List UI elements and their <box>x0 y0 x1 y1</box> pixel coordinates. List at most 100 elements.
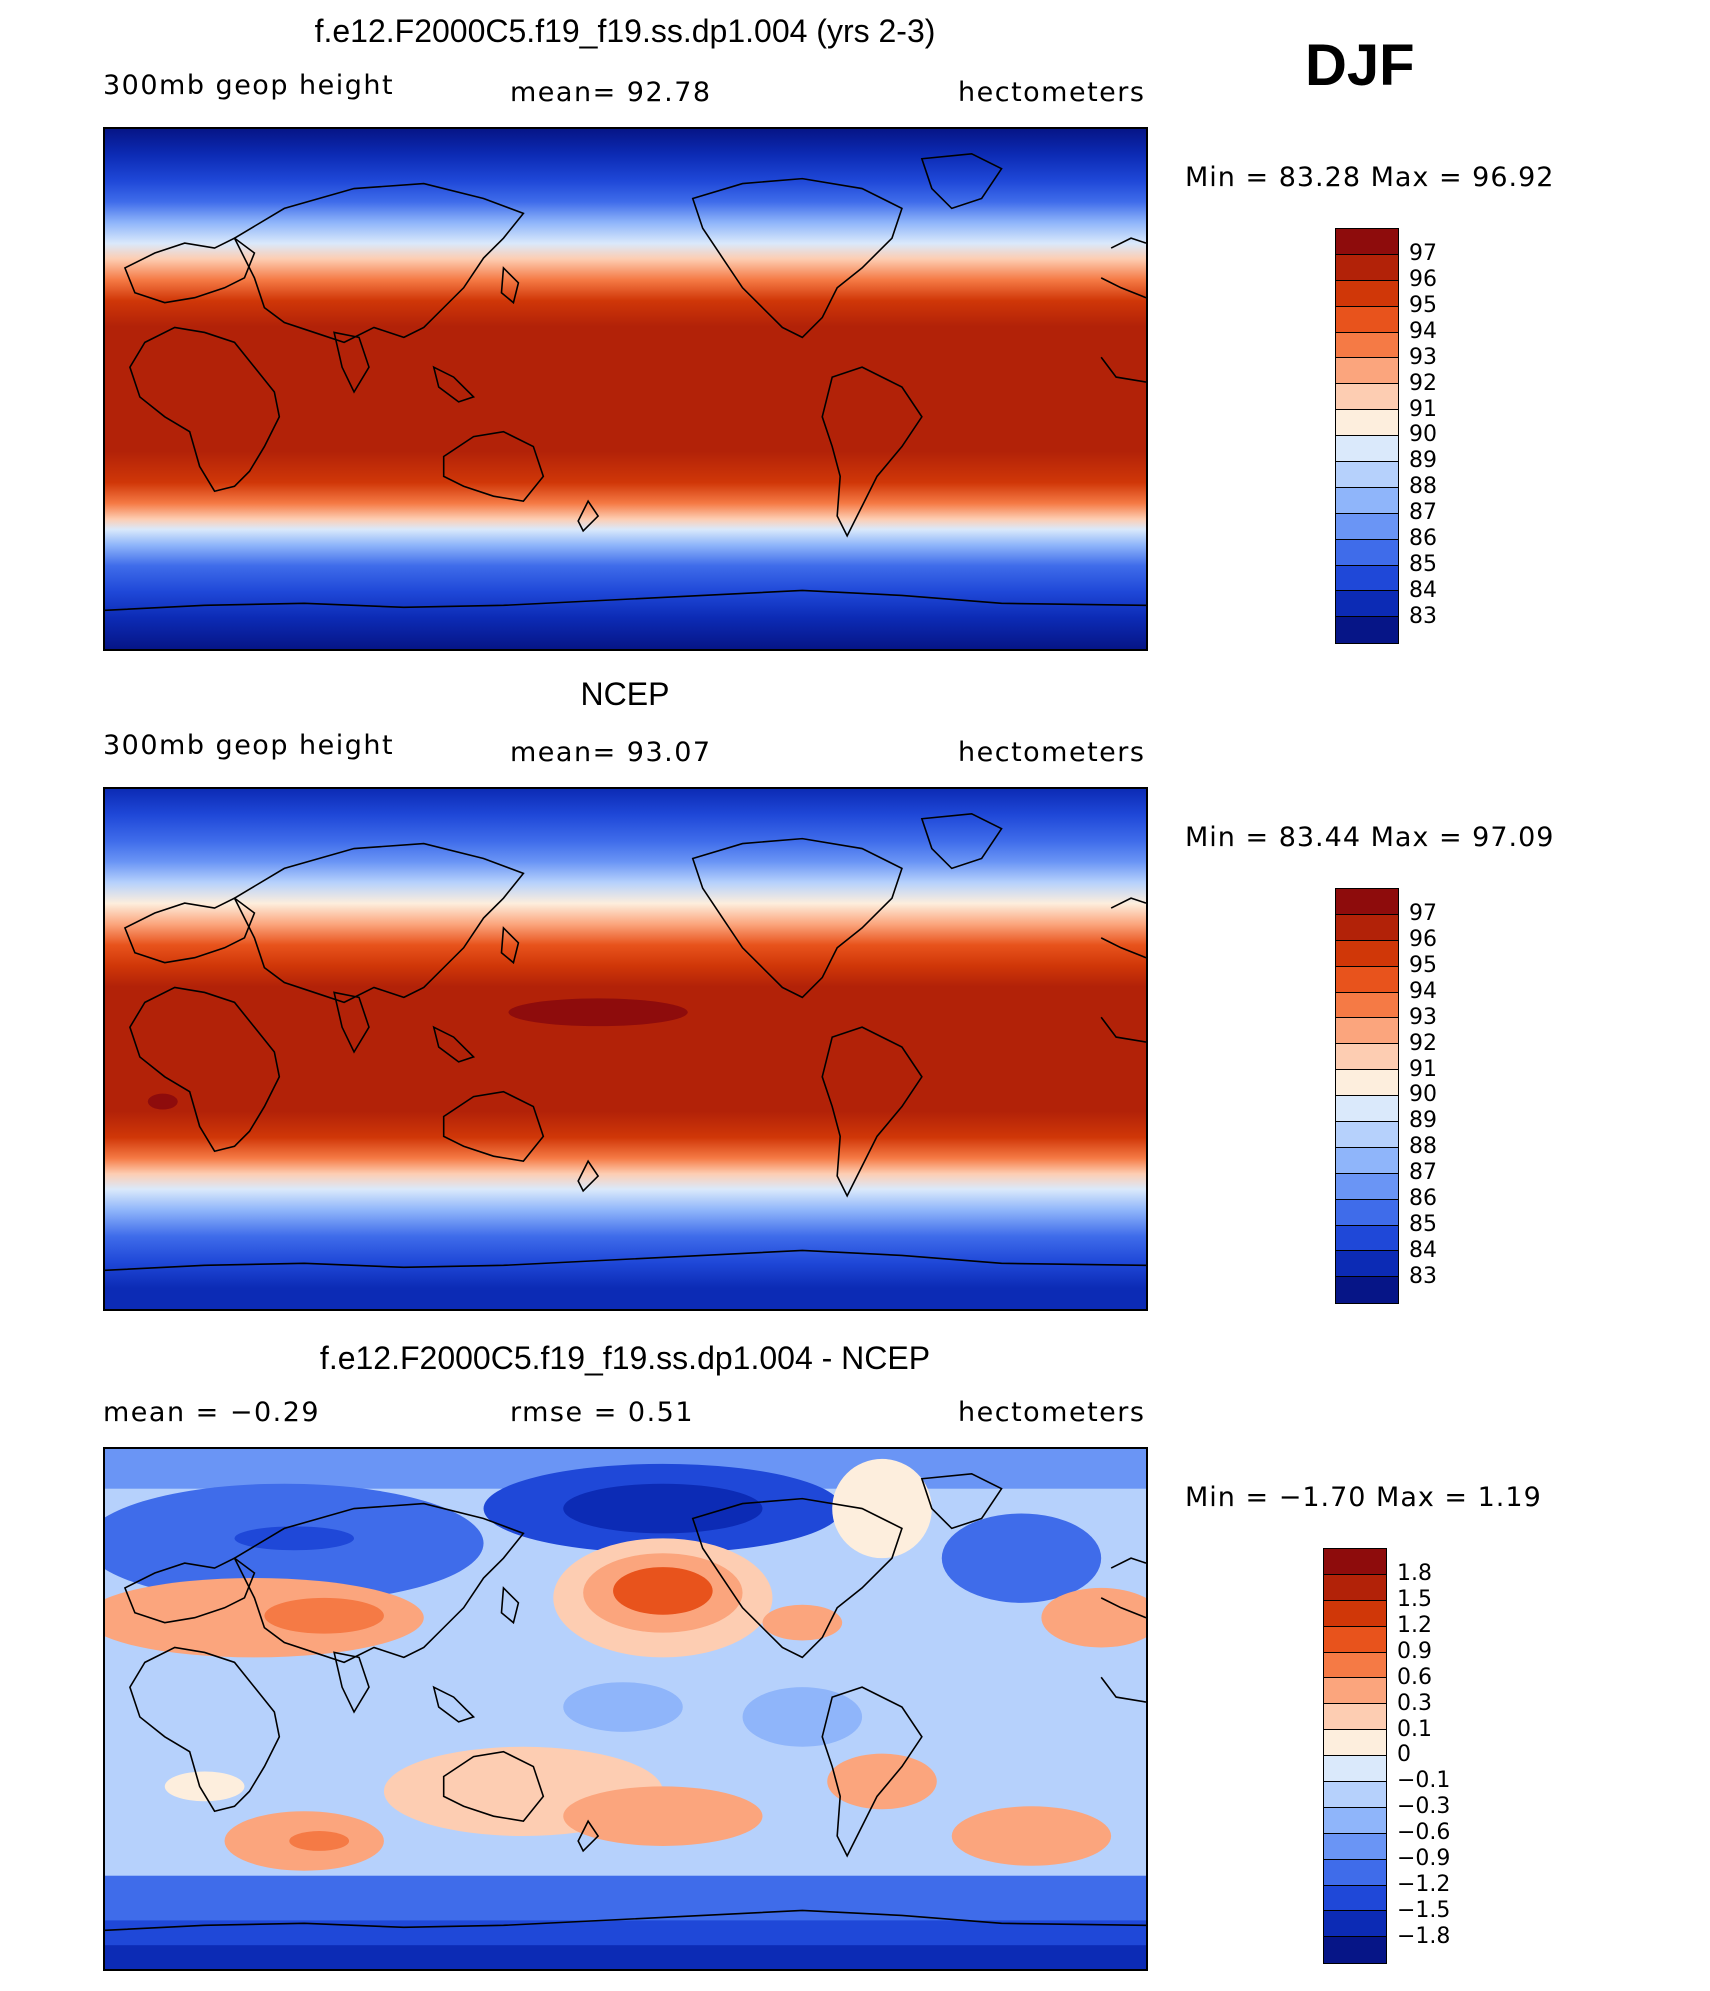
colorbar-box <box>1324 1549 1386 1575</box>
colorbar-box <box>1336 591 1398 618</box>
panel3-colorbar: 1.8 1.5 1.2 0.9 0.6 0.3 0.1 0 −0.1 −0.3 … <box>1323 1548 1450 1965</box>
colorbar-tick-label: 93 <box>1409 345 1437 370</box>
colorbar-box <box>1336 1147 1398 1174</box>
colorbar-tick-label: 97 <box>1409 241 1437 266</box>
colorbar-tick-label: 97 <box>1409 901 1437 926</box>
colorbar-tick-label: 1.8 <box>1397 1561 1432 1586</box>
panel1-title: f.e12.F2000C5.f19_f19.ss.dp1.004 (yrs 2-… <box>314 13 936 49</box>
panel1-variable-label: 300mb geop height <box>103 70 395 101</box>
colorbar-tick-label: 84 <box>1409 578 1437 603</box>
panel2-max-contour <box>508 998 688 1027</box>
colorbar-box <box>1324 1807 1386 1834</box>
colorbar-box <box>1336 1251 1398 1278</box>
colorbar-box <box>1336 229 1398 255</box>
colorbar-box <box>1336 889 1398 915</box>
colorbar-tick-label: 94 <box>1409 319 1437 344</box>
colorbar-box <box>1324 1652 1386 1679</box>
colorbar-tick-label: 88 <box>1409 474 1437 499</box>
colorbar-tick-label: 96 <box>1409 927 1437 952</box>
colorbar-box <box>1324 1833 1386 1860</box>
panel1-map <box>103 127 1148 651</box>
panel1-units-label: hectometers <box>958 77 1146 108</box>
colorbar-tick-label: −0.6 <box>1397 1820 1451 1845</box>
colorbar-box <box>1324 1937 1386 1964</box>
colorbar-box <box>1324 1704 1386 1731</box>
colorbar-tick-label: 91 <box>1409 397 1437 422</box>
panel2-title: NCEP <box>580 676 670 712</box>
colorbar-tick-label: 92 <box>1409 371 1437 396</box>
colorbar-boxes <box>1323 1548 1387 1965</box>
colorbar-box <box>1336 358 1398 385</box>
colorbar-box <box>1324 1782 1386 1808</box>
coastlines <box>105 1472 1146 1932</box>
panel2-mean-label: mean= 93.07 <box>510 737 712 768</box>
colorbar-tick-label: 86 <box>1409 526 1437 551</box>
colorbar-boxes <box>1335 228 1399 645</box>
panel3-units-label: hectometers <box>958 1397 1146 1428</box>
colorbar-tick-label: 90 <box>1409 1082 1437 1107</box>
colorbar-tick-label: 0 <box>1397 1742 1411 1767</box>
colorbar-tick-label: 89 <box>1409 1108 1437 1133</box>
colorbar-box <box>1336 1225 1398 1252</box>
colorbar-tick-label: −1.8 <box>1397 1924 1451 1949</box>
colorbar-box <box>1336 565 1398 592</box>
colorbar-box <box>1324 1859 1386 1886</box>
colorbar-box <box>1336 914 1398 941</box>
colorbar-tick-label: 93 <box>1409 1005 1437 1030</box>
colorbar-box <box>1336 1096 1398 1123</box>
panel2-minmax: Min = 83.44 Max = 97.09 <box>1185 822 1555 853</box>
panel2-variable-label: 300mb geop height <box>103 730 395 761</box>
colorbar-boxes <box>1335 888 1399 1305</box>
colorbar-box <box>1324 1626 1386 1653</box>
colorbar-box <box>1336 1070 1398 1097</box>
colorbar-box <box>1336 254 1398 281</box>
colorbar-tick-label: 91 <box>1409 1057 1437 1082</box>
colorbar-box <box>1324 1730 1386 1757</box>
colorbar-tick-label: 1.5 <box>1397 1587 1432 1612</box>
colorbar-box <box>1336 280 1398 307</box>
colorbar-tick-label: 90 <box>1409 422 1437 447</box>
colorbar-tick-label: −0.1 <box>1397 1768 1451 1793</box>
colorbar-box <box>1336 992 1398 1019</box>
colorbar-box <box>1336 332 1398 359</box>
colorbar-box <box>1324 1885 1386 1912</box>
panel3-title: f.e12.F2000C5.f19_f19.ss.dp1.004 - NCEP <box>319 1340 931 1376</box>
colorbar-tick-label: 0.1 <box>1397 1717 1432 1742</box>
colorbar-box <box>1336 384 1398 411</box>
panel1-minmax: Min = 83.28 Max = 96.92 <box>1185 162 1555 193</box>
panel2-field <box>105 789 1146 1309</box>
colorbar-tick-label: 89 <box>1409 448 1437 473</box>
panel2-units-label: hectometers <box>958 737 1146 768</box>
panel1-mean-label: mean= 92.78 <box>510 77 712 108</box>
coastlines <box>105 812 1146 1272</box>
colorbar-tick-label: 0.6 <box>1397 1665 1432 1690</box>
panel2-map <box>103 787 1148 1311</box>
colorbar-tick-label: 95 <box>1409 293 1437 318</box>
panel2-colorbar: 97 96 95 94 93 92 91 90 89 88 87 86 85 8… <box>1335 888 1437 1305</box>
panel3-rmse-label: rmse = 0.51 <box>510 1397 695 1428</box>
panel2-max-contour <box>147 1093 178 1110</box>
colorbar-box <box>1336 1018 1398 1045</box>
colorbar-tick-label: 96 <box>1409 267 1437 292</box>
colorbar-box <box>1336 1199 1398 1226</box>
colorbar-tick-label: 88 <box>1409 1134 1437 1159</box>
colorbar-tick-label: 0.9 <box>1397 1639 1432 1664</box>
colorbar-box <box>1336 436 1398 463</box>
panel3-minmax: Min = −1.70 Max = 1.19 <box>1185 1482 1542 1513</box>
colorbar-box <box>1336 1122 1398 1148</box>
panel1-field <box>105 129 1146 649</box>
colorbar-box <box>1324 1574 1386 1601</box>
season-label: DJF <box>1305 33 1415 98</box>
colorbar-box <box>1336 617 1398 644</box>
colorbar-box <box>1324 1911 1386 1938</box>
colorbar-tick-label: −1.2 <box>1397 1872 1451 1897</box>
colorbar-tick-label: −1.5 <box>1397 1898 1451 1923</box>
colorbar-tick-label: 1.2 <box>1397 1613 1432 1638</box>
colorbar-box <box>1336 1173 1398 1200</box>
panel3-map <box>103 1447 1148 1971</box>
colorbar-tick-label: 87 <box>1409 1160 1437 1185</box>
colorbar-tick-label: −0.3 <box>1397 1794 1451 1819</box>
colorbar-tick-label: 92 <box>1409 1031 1437 1056</box>
colorbar-box <box>1336 1044 1398 1071</box>
panel3-mean-label: mean = −0.29 <box>103 1397 321 1428</box>
